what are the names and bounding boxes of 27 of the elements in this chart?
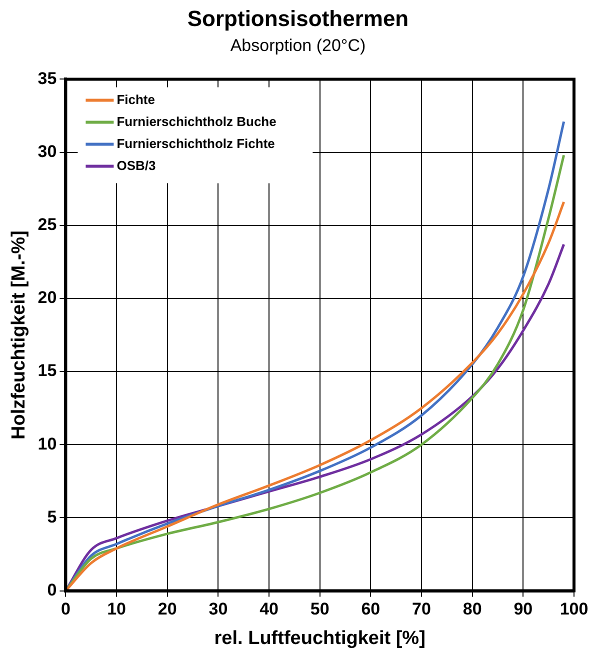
- x-tick-label: 20: [158, 600, 177, 619]
- y-tick-label: 0: [47, 580, 57, 600]
- y-tick-label: 15: [38, 361, 57, 380]
- y-tick-label: 10: [38, 434, 57, 454]
- legend-label: Furnierschichtholz Fichte: [116, 136, 275, 151]
- x-axis-title: rel. Luftfeuchtigkeit [%]: [214, 628, 426, 649]
- x-tick-label: 100: [560, 600, 588, 619]
- x-tick-label: 90: [514, 600, 533, 619]
- y-tick-label: 30: [38, 142, 57, 161]
- chart-subtitle: Absorption (20°C): [229, 36, 367, 56]
- x-tick-label: 80: [462, 600, 482, 619]
- y-axis-title: Holzfeuchtigkeit [M.-%]: [8, 230, 30, 440]
- x-tick-label: 50: [310, 600, 330, 619]
- x-tick-label: 10: [107, 600, 126, 619]
- y-tick-label: 20: [38, 288, 57, 308]
- y-tick-label: 5: [47, 507, 57, 526]
- legend-label: Fichte: [116, 92, 156, 107]
- y-tick-label: 35: [38, 68, 57, 88]
- y-tick-label: 25: [38, 215, 57, 234]
- x-tick-label: 30: [208, 600, 228, 619]
- x-tick-label: 70: [412, 600, 431, 619]
- x-tick-label: 60: [361, 600, 380, 619]
- chart-title: Sorptionsisothermen: [186, 6, 410, 32]
- legend-label: Furnierschichtholz Buche: [116, 114, 276, 129]
- x-tick-label: 40: [260, 600, 278, 619]
- x-tick-label: 0: [60, 600, 70, 619]
- legend-label: OSB/3: [116, 158, 156, 173]
